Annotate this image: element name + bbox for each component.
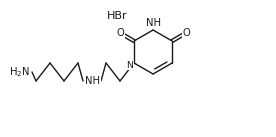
Text: O: O	[182, 28, 190, 38]
Text: NH: NH	[145, 18, 161, 28]
Text: HBr: HBr	[107, 12, 128, 21]
Text: N: N	[126, 61, 133, 70]
Text: H$_2$N: H$_2$N	[9, 65, 30, 79]
Text: O: O	[116, 28, 124, 38]
Text: NH: NH	[84, 76, 100, 86]
